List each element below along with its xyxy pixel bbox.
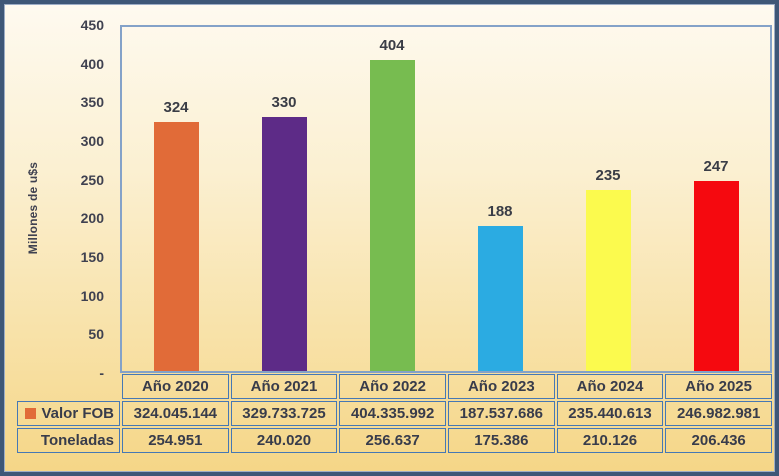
y-tick-label: - [99, 365, 104, 381]
table-header-ano-2024: Año 2024 [556, 374, 664, 399]
bar-value-label: 247 [703, 158, 729, 175]
table-header-ano-2020: Año 2020 [122, 374, 229, 399]
table-cell-valor-fob-ano-2022: 404.335.992 [339, 401, 446, 426]
bar-ano-2021 [261, 117, 307, 371]
bar-value-label: 330 [271, 94, 297, 111]
table-cell-toneladas-ano-2020: 254.951 [122, 428, 229, 453]
table-cell-toneladas-ano-2025: 206.436 [665, 428, 772, 453]
y-tick-label: 250 [80, 171, 104, 188]
y-tick-label: 300 [80, 133, 104, 149]
table-cell-valor-fob-ano-2020: 324.045.144 [122, 401, 229, 426]
legend-valor-fob: Valor FOB [17, 401, 120, 426]
y-tick-label: 450 [80, 17, 104, 33]
bar-ano-2020 [153, 122, 199, 371]
bar-value-label: 188 [487, 203, 513, 220]
y-tick-label: 50 [88, 326, 104, 343]
table-cell-toneladas-ano-2021: 240.020 [230, 428, 338, 453]
table-cell-toneladas-ano-2024: 210.126 [556, 428, 664, 453]
table-cell-toneladas-ano-2023: 175.386 [447, 428, 555, 453]
table-corner-blank [17, 374, 120, 399]
y-tick-label: 350 [80, 94, 104, 111]
row-label: Valor FOB [41, 405, 114, 422]
row-label: Toneladas [40, 432, 114, 449]
table-header-ano-2021: Año 2021 [230, 374, 338, 399]
bar-ano-2025 [693, 181, 739, 371]
bar-ano-2024 [585, 190, 631, 371]
plot-area: 324 330 404 188 235 247 [120, 25, 772, 373]
bar-ano-2022 [369, 60, 415, 371]
bar-value-label: 235 [595, 167, 621, 184]
table-cell-toneladas-ano-2022: 256.637 [339, 428, 446, 453]
table-header-ano-2025: Año 2025 [665, 374, 772, 399]
bar-value-label: 324 [163, 99, 189, 116]
table-cell-valor-fob-ano-2023: 187.537.686 [447, 401, 555, 426]
table-cell-valor-fob-ano-2025: 246.982.981 [665, 401, 772, 426]
y-tick-label: 400 [80, 55, 104, 72]
bar-ano-2023 [477, 226, 523, 371]
legend-toneladas: Toneladas [17, 428, 120, 453]
table-header-ano-2023: Año 2023 [447, 374, 555, 399]
table-cell-valor-fob-ano-2024: 235.440.613 [556, 401, 664, 426]
bar-value-label: 404 [379, 37, 405, 54]
y-tick-label: 100 [80, 287, 104, 304]
data-table: Año 2020 Año 2021 Año 2022 Año 2023 Año 2024… [17, 374, 772, 453]
valor-fob-swatch-icon [25, 408, 37, 419]
y-tick-label: 200 [80, 210, 104, 227]
table-cell-valor-fob-ano-2021: 329.733.725 [230, 401, 338, 426]
table-header-ano-2022: Año 2022 [339, 374, 446, 399]
y-tick-label: 150 [80, 249, 104, 265]
